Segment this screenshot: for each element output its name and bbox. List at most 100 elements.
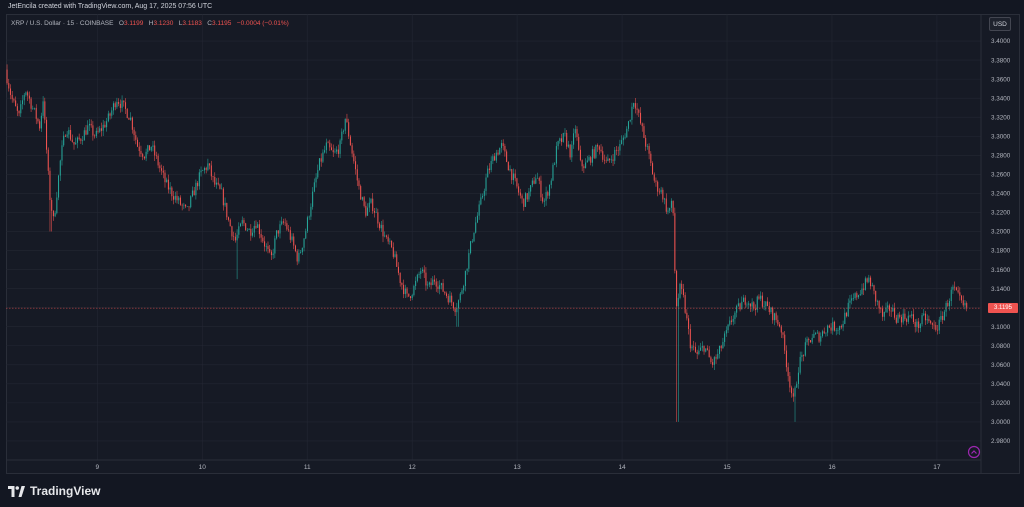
candle <box>210 160 212 181</box>
low-label: L <box>178 20 183 27</box>
candle <box>646 143 648 150</box>
candle <box>483 188 485 201</box>
candle <box>761 292 763 309</box>
candle <box>880 306 882 313</box>
high-label: H <box>148 20 154 27</box>
candle <box>895 314 897 325</box>
brand[interactable]: TradingView <box>8 484 100 498</box>
candle <box>351 142 353 158</box>
candle <box>435 278 437 292</box>
candle <box>954 281 956 291</box>
candle <box>439 280 441 295</box>
candle <box>511 168 513 185</box>
candle <box>698 345 700 356</box>
candle <box>274 235 276 259</box>
candle <box>286 220 288 231</box>
candle <box>825 332 827 337</box>
candle <box>114 101 116 111</box>
candle <box>718 345 721 359</box>
candle <box>265 243 267 252</box>
candle <box>706 345 708 351</box>
candle <box>763 301 765 311</box>
candle <box>193 186 195 196</box>
candle <box>270 249 272 261</box>
candle <box>241 216 243 227</box>
candle <box>64 134 66 138</box>
candle <box>736 304 738 318</box>
candle <box>404 284 406 298</box>
candle <box>173 190 175 205</box>
scroll-to-realtime-icon[interactable] <box>967 445 981 459</box>
candle <box>327 140 329 144</box>
candle <box>928 315 930 323</box>
tradingview-logo-icon <box>8 485 25 497</box>
y-tick-label: 3.2600 <box>991 172 1011 179</box>
open-value: 3.1199 <box>123 20 144 27</box>
candle <box>749 303 751 313</box>
candle <box>59 159 61 181</box>
candle <box>106 118 108 132</box>
candle <box>609 158 611 163</box>
candle <box>8 78 10 92</box>
candle <box>585 158 587 169</box>
candle <box>499 147 501 155</box>
symbol-label: XRP / U.S. Dollar · 15 · COINBASE <box>11 20 114 27</box>
y-tick-label: 3.3200 <box>991 114 1011 121</box>
candle <box>631 102 633 125</box>
candle <box>401 282 403 290</box>
candle <box>52 210 54 221</box>
candle <box>837 327 839 335</box>
candle <box>353 150 355 164</box>
x-tick-label: 13 <box>513 464 521 471</box>
candle <box>406 286 408 298</box>
candle <box>294 244 296 253</box>
y-tick-label: 3.2200 <box>991 210 1011 217</box>
candle <box>540 175 542 201</box>
candle <box>361 196 363 201</box>
candle <box>789 371 791 393</box>
candle <box>636 103 638 116</box>
candle <box>264 236 266 252</box>
candle <box>938 316 940 335</box>
candle <box>356 164 358 187</box>
candle <box>358 178 360 190</box>
candle <box>657 180 659 197</box>
candle <box>466 268 468 275</box>
candle <box>641 122 643 132</box>
candle <box>914 319 916 333</box>
candle <box>145 148 147 162</box>
candle <box>959 287 961 301</box>
candle <box>727 323 729 333</box>
chart-pane[interactable] <box>6 14 1020 474</box>
candle <box>610 155 612 163</box>
y-tick-label: 3.2800 <box>991 153 1011 160</box>
y-tick-label: 3.2400 <box>991 191 1011 198</box>
candle <box>950 286 952 307</box>
candle <box>552 162 554 182</box>
candle <box>11 91 13 103</box>
candle <box>306 215 309 233</box>
candle <box>442 279 444 293</box>
candle <box>665 193 667 215</box>
candle <box>33 107 36 111</box>
candle <box>758 294 760 300</box>
candle <box>507 161 509 171</box>
candlestick-chart[interactable]: 3.4000 3.3800 3.3600 3.3400 3.3200 3.3000 3.28… <box>6 14 1020 474</box>
candle <box>634 97 636 114</box>
candle <box>871 282 873 287</box>
candle <box>658 188 660 195</box>
candle <box>23 92 25 106</box>
candle <box>9 84 12 100</box>
candle <box>767 297 769 307</box>
x-tick-label: 9 <box>95 464 99 471</box>
candle <box>612 154 614 166</box>
currency-button[interactable]: USD <box>989 17 1011 31</box>
candle <box>809 339 812 343</box>
candle <box>940 310 942 322</box>
candle <box>267 241 269 254</box>
last-price-tag: 3.1195 <box>988 303 1018 314</box>
candle <box>478 200 480 220</box>
candle <box>423 265 425 278</box>
candle <box>121 95 123 112</box>
candle <box>567 140 569 149</box>
